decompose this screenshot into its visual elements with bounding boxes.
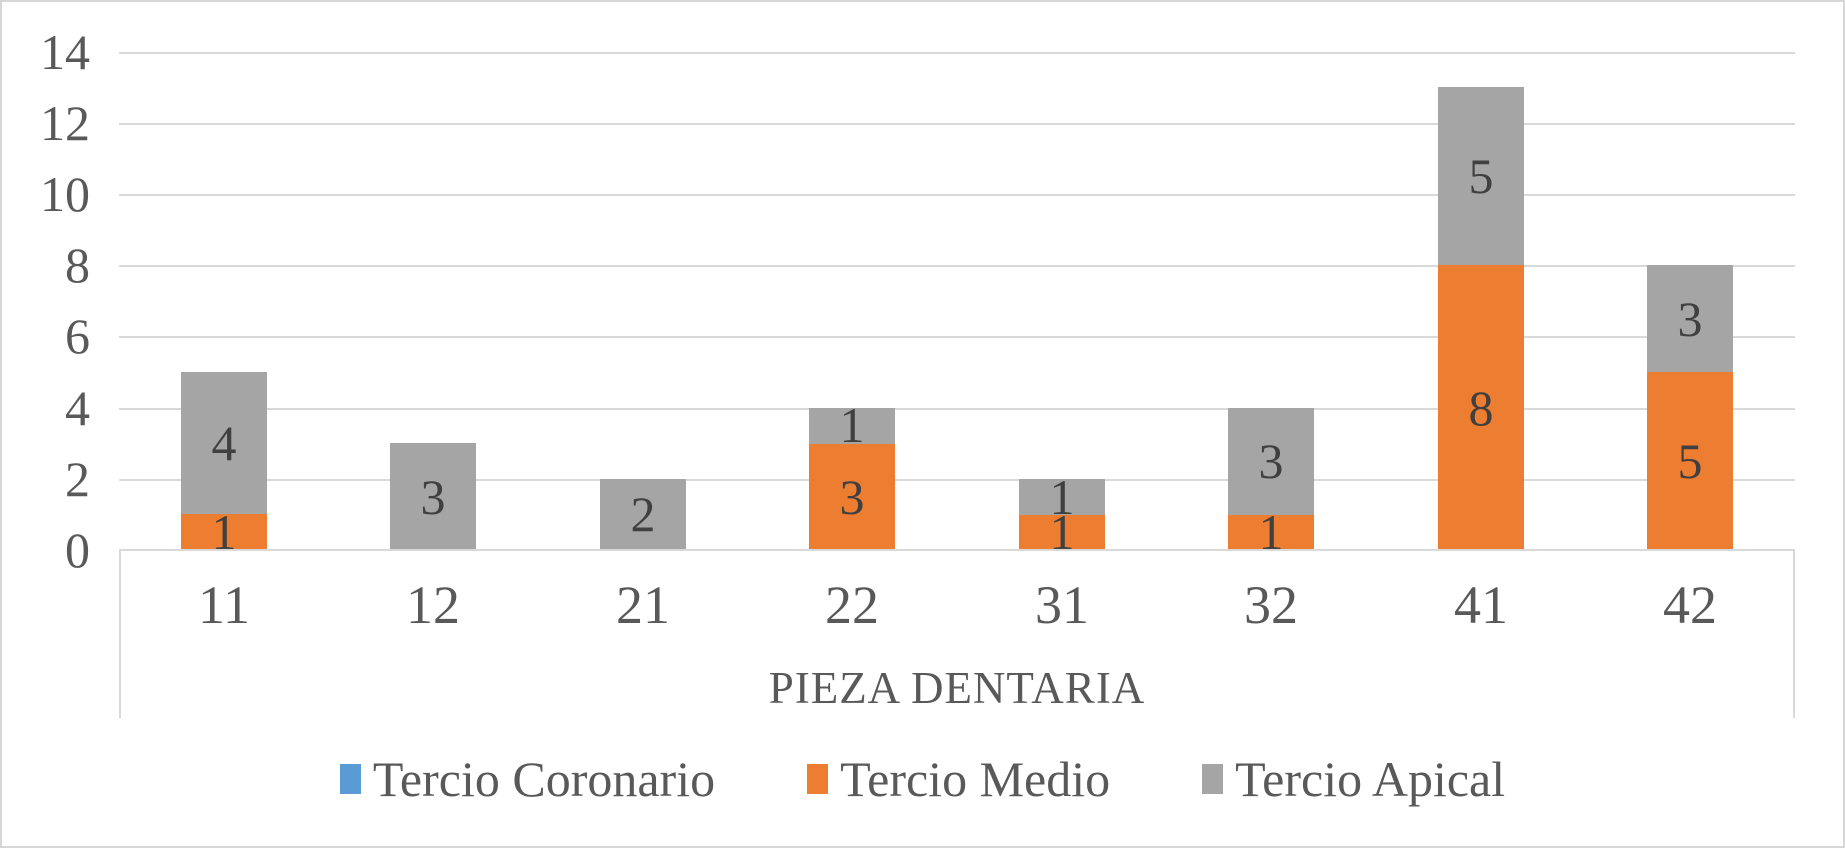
legend-swatch [339,764,361,794]
y-axis-tick-label: 8 [65,237,90,293]
x-axis-category-label: 12 [406,575,460,635]
legend-label: Tercio Apical [1235,751,1506,807]
bar-segment [809,408,895,444]
bar-segment [181,372,267,514]
label-box-right-border [1793,549,1795,718]
bar-segment [809,443,895,550]
x-axis-category-label: 21 [616,575,670,635]
y-axis-tick-label: 10 [40,166,90,222]
bar-segment-value-label: 3 [420,469,446,525]
y-axis-tick-label: 6 [65,308,90,364]
bar-segment-value-label: 5 [1468,148,1494,204]
x-axis-category-label: 31 [1035,575,1089,635]
gridline [119,408,1795,410]
x-axis-category-label: 42 [1663,575,1717,635]
legend-item: Tercio Medio [807,751,1110,807]
legend-swatch [1202,764,1224,794]
chart-legend: Tercio Coronario Tercio Medio Tercio Apica… [2,751,1843,807]
y-axis-tick-label: 2 [65,451,90,507]
legend-label: Tercio Coronario [372,751,716,807]
y-axis-tick-label: 0 [65,522,90,578]
bar-segment [1647,372,1733,550]
bar-segment-value-label: 8 [1468,380,1494,436]
y-axis-tick-label: 12 [40,95,90,151]
bar-segment [1438,87,1524,265]
bar-segment [1228,408,1314,515]
gridline [119,194,1795,196]
bar-segment-value-label: 1 [1049,469,1075,525]
bar-segment-value-label: 1 [1258,504,1284,560]
bar-segment-value-label: 1 [839,397,865,453]
x-axis-line [119,549,1795,551]
bar-segment-value-label: 3 [1677,291,1703,347]
y-axis-tick-label: 4 [65,380,90,436]
bar-segment [600,479,686,550]
y-axis-tick-label: 14 [40,24,90,80]
legend-label: Tercio Medio [840,751,1111,807]
bar-segment-value-label: 5 [1677,433,1703,489]
bar-segment-value-label: 2 [630,486,656,542]
x-axis-category-label: 32 [1244,575,1298,635]
bar-segment [1019,479,1105,515]
x-axis-category-label: 41 [1454,575,1508,635]
bar-segment [390,443,476,550]
legend-swatch [807,764,829,794]
bar-segment-value-label: 4 [211,415,237,471]
bar-segment-value-label: 1 [1049,504,1075,560]
bar-segment [1228,514,1314,550]
bar-segment [181,514,267,550]
legend-item: Tercio Apical [1202,751,1505,807]
bar-segment [1019,514,1105,550]
gridline [119,479,1795,481]
legend-item: Tercio Coronario [339,751,716,807]
bar-segment-value-label: 3 [1258,433,1284,489]
x-axis-category-label: 11 [198,575,250,635]
x-axis-title: PIEZA DENTARIA [768,663,1146,713]
gridline [119,265,1795,267]
bar-segment-value-label: 1 [211,504,237,560]
gridline [119,123,1795,125]
gridline [119,336,1795,338]
gridline [119,52,1795,54]
bar-segment [1438,265,1524,550]
x-axis-category-label: 22 [825,575,879,635]
bar-segment [1647,265,1733,372]
label-box-left-border [119,549,121,718]
bar-segment-value-label: 3 [839,469,865,525]
